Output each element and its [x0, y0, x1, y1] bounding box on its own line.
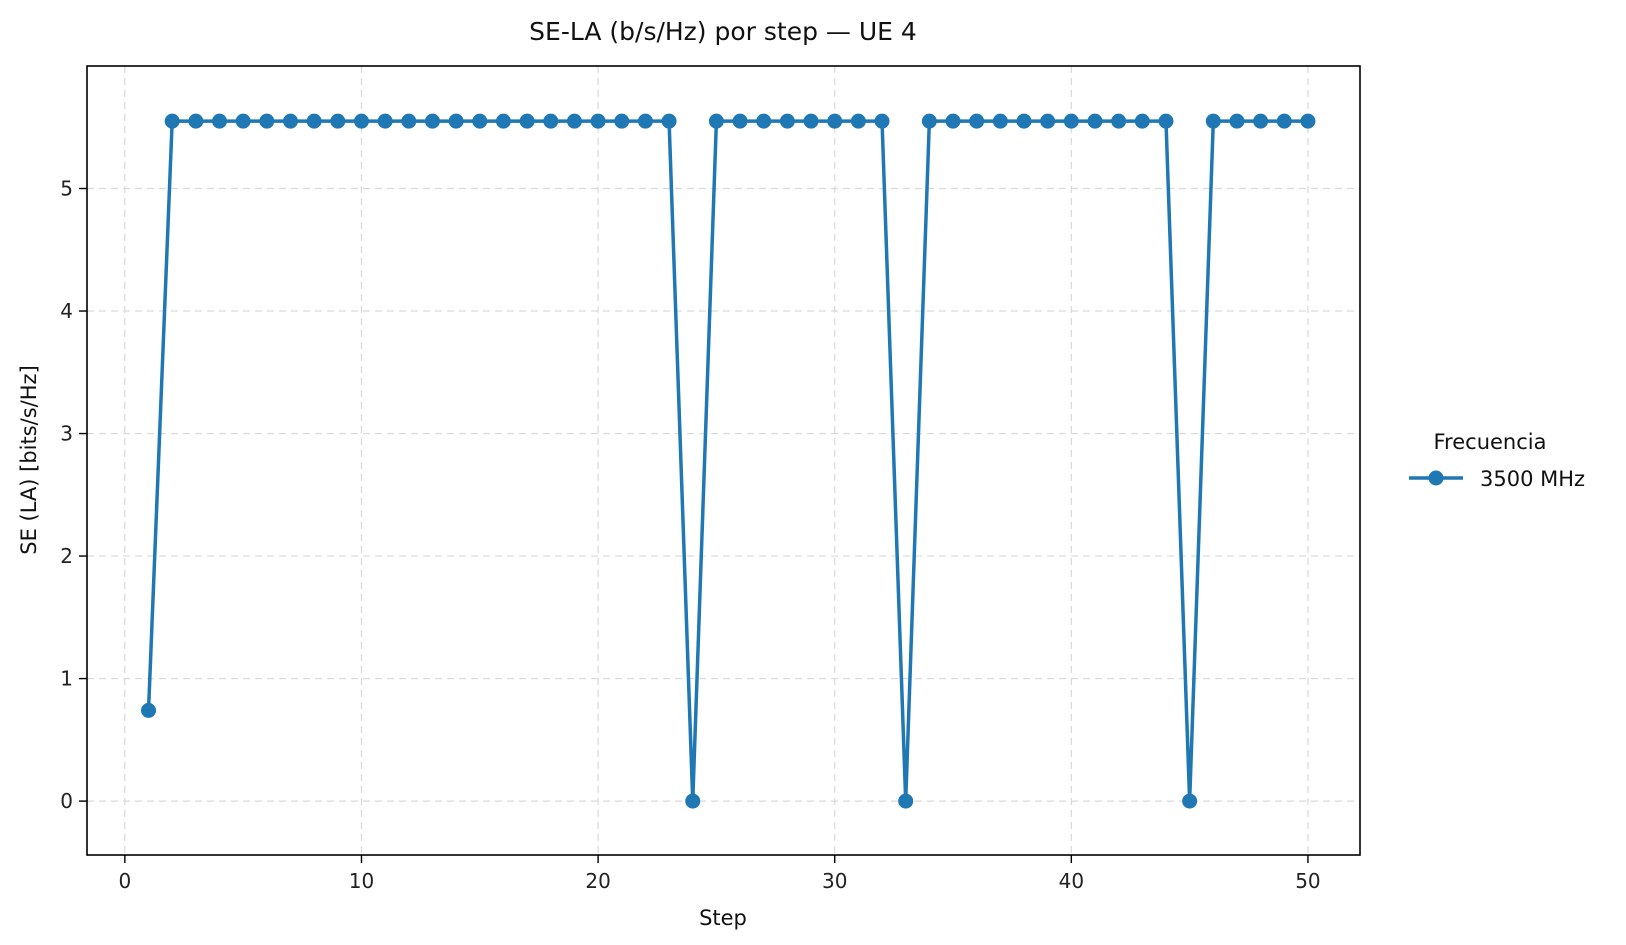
data-point	[685, 793, 701, 809]
data-point	[1063, 113, 1079, 129]
data-point	[1016, 113, 1032, 129]
data-point	[992, 113, 1008, 129]
x-axis-ticks: 0 10 20 30 40 50	[118, 855, 1321, 893]
data-point	[188, 113, 204, 129]
y-tick-label: 3	[60, 422, 73, 446]
data-point	[1134, 113, 1150, 129]
x-tick-label: 20	[585, 869, 610, 893]
data-point	[543, 113, 559, 129]
data-point	[1040, 113, 1056, 129]
legend-title: Frecuencia	[1434, 430, 1547, 454]
x-tick-label: 30	[822, 869, 847, 893]
y-tick-label: 5	[60, 177, 73, 201]
x-tick-label: 40	[1059, 869, 1084, 893]
data-point	[519, 113, 535, 129]
data-point	[306, 113, 322, 129]
data-point	[1229, 113, 1245, 129]
data-point	[141, 702, 157, 718]
data-point	[708, 113, 724, 129]
data-point	[1111, 113, 1127, 129]
data-point	[661, 113, 677, 129]
data-point	[282, 113, 298, 129]
data-point	[590, 113, 606, 129]
x-tick-label: 10	[349, 869, 374, 893]
data-point	[850, 113, 866, 129]
data-point	[779, 113, 795, 129]
data-point	[1087, 113, 1103, 129]
data-point	[1158, 113, 1174, 129]
x-axis-label: Step	[699, 906, 747, 930]
x-tick-label: 50	[1295, 869, 1320, 893]
data-point	[898, 793, 914, 809]
data-point	[1253, 113, 1269, 129]
chart-title: SE-LA (b/s/Hz) por step — UE 4	[529, 17, 917, 46]
series-layer	[141, 113, 1316, 809]
x-tick-label: 0	[118, 869, 131, 893]
y-tick-label: 4	[60, 299, 73, 323]
data-point	[637, 113, 653, 129]
data-point	[945, 113, 961, 129]
series-line	[146, 119, 1308, 803]
data-point	[874, 113, 890, 129]
y-tick-label: 2	[60, 544, 73, 568]
data-point	[259, 113, 275, 129]
legend-label-3500-mhz: 3500 MHz	[1480, 467, 1585, 491]
y-tick-label: 0	[60, 789, 73, 813]
grid	[87, 66, 1360, 855]
legend: Frecuencia 3500 MHz	[1409, 430, 1585, 491]
data-point	[235, 113, 251, 129]
y-axis-ticks: 0 1 2 3 4 5	[60, 177, 87, 813]
data-point	[212, 113, 228, 129]
data-point	[566, 113, 582, 129]
data-point	[448, 113, 464, 129]
data-point	[330, 113, 346, 129]
data-point	[424, 113, 440, 129]
data-point	[377, 113, 393, 129]
data-point	[969, 113, 985, 129]
data-point	[353, 113, 369, 129]
data-point	[495, 113, 511, 129]
data-point	[614, 113, 630, 129]
legend-marker-swatch	[1428, 470, 1444, 486]
data-point	[827, 113, 843, 129]
data-point	[401, 113, 417, 129]
data-point	[472, 113, 488, 129]
data-point	[1300, 113, 1316, 129]
plot-frame	[86, 65, 1361, 856]
data-point	[164, 113, 180, 129]
data-point	[732, 113, 748, 129]
data-point	[921, 113, 937, 129]
data-point	[803, 113, 819, 129]
data-point	[1276, 113, 1292, 129]
y-tick-label: 1	[60, 667, 73, 691]
data-point	[1182, 793, 1198, 809]
data-point	[1205, 113, 1221, 129]
y-axis-label: SE (LA) [bits/s/Hz]	[17, 365, 41, 555]
data-point	[756, 113, 772, 129]
